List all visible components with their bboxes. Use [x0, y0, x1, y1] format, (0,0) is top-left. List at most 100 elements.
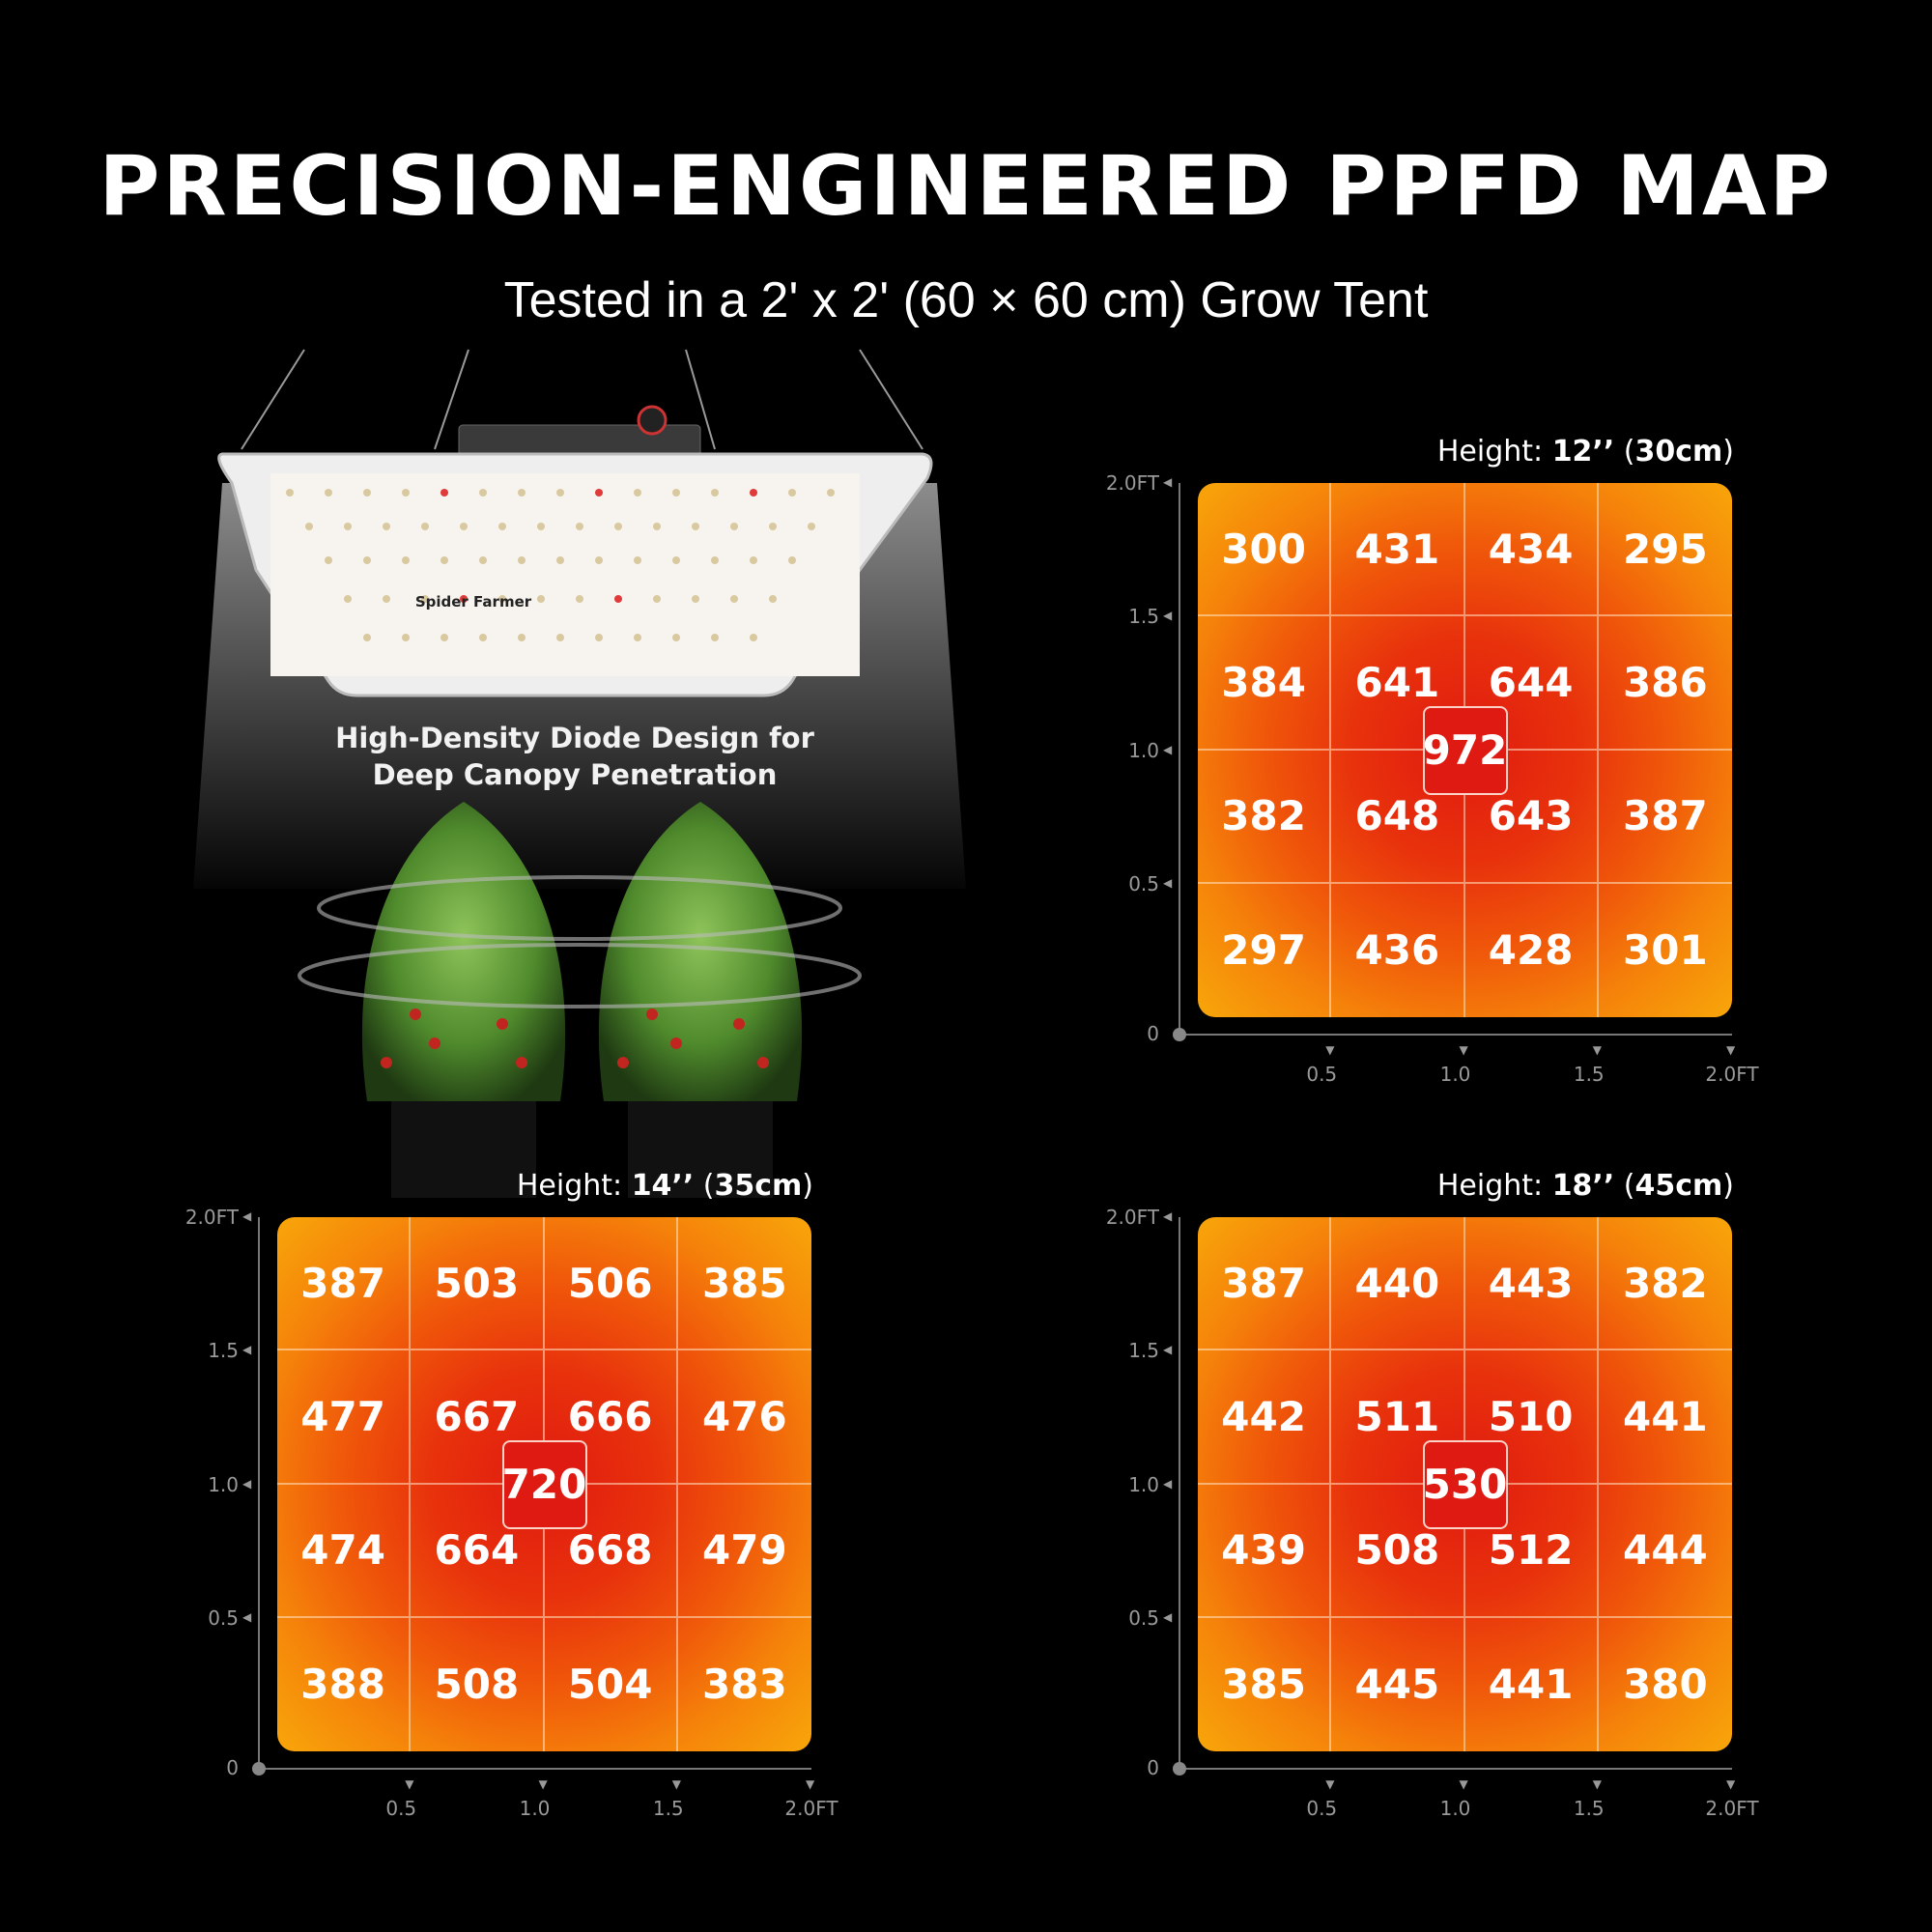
x-tick-label: 1.0 — [519, 1797, 551, 1820]
y-tick-label: 0.5 — [208, 1605, 239, 1630]
heatmap-cell: 444 — [1598, 1485, 1732, 1618]
y-tick-arrow-icon: ◀ — [1163, 1609, 1173, 1624]
x-tick-arrow-icon: ▼ — [1592, 1043, 1602, 1057]
x-tick-arrow-icon: ▼ — [538, 1777, 548, 1791]
axis-origin-dot — [1173, 1762, 1186, 1776]
x-axis-line — [258, 1768, 811, 1770]
heatmap-cell: 431 — [1331, 483, 1465, 617]
y-tick-arrow-icon: ◀ — [242, 1609, 252, 1624]
heatmap-cell: 382 — [1598, 1217, 1732, 1351]
heatmap-cell: 434 — [1464, 483, 1599, 617]
height-label: Height: 18’’ (45cm) — [1437, 1169, 1734, 1203]
heatmap-cell: 385 — [677, 1217, 811, 1351]
x-tick-label: 2.0FT — [784, 1797, 838, 1820]
heatmap-cell: 508 — [1331, 1484, 1465, 1618]
heatmap-cell: 511 — [1331, 1350, 1465, 1485]
y-tick-arrow-icon: ◀ — [1163, 475, 1173, 489]
heatmap-cell: 441 — [1598, 1350, 1732, 1485]
x-tick-arrow-icon: ▼ — [671, 1777, 681, 1791]
height-label-prefix: Height: — [1436, 435, 1552, 469]
y-tick-label: 0 — [1147, 1756, 1159, 1779]
y-tick-label: 1.0 — [1128, 738, 1159, 762]
heatmap-cell: 506 — [544, 1217, 678, 1351]
x-tick-label: 1.0 — [1439, 1063, 1471, 1086]
x-tick-arrow-icon: ▼ — [1459, 1043, 1468, 1057]
x-tick-label: 1.5 — [652, 1797, 684, 1820]
ppfd-map-12in: Height: 12’’ (30cm) 0 0.5 ◀ 1.0 ◀ 1.5 ◀ 2.0FT ◀ ▼ 0… — [966, 435, 1759, 1130]
x-axis-line — [1179, 1034, 1732, 1036]
heatmap-cell: 666 — [544, 1350, 678, 1485]
heatmap-cell: 504 — [545, 1617, 678, 1751]
x-tick-arrow-icon: ▼ — [1726, 1777, 1736, 1791]
heatmap-cell: 664 — [411, 1484, 545, 1618]
height-label-open: ( — [1614, 1169, 1635, 1203]
y-tick-label: 0 — [226, 1756, 239, 1779]
led-diodes — [286, 489, 835, 641]
heatmap-cell: 648 — [1331, 750, 1465, 884]
heatmap-cell: 384 — [1198, 616, 1332, 751]
y-tick-label: 1.5 — [208, 1339, 239, 1363]
y-tick-label: 1.5 — [1128, 605, 1159, 629]
x-tick-arrow-icon: ▼ — [405, 1777, 414, 1791]
x-tick-label: 1.5 — [1573, 1797, 1605, 1820]
height-label: Height: 14’’ (35cm) — [517, 1169, 813, 1203]
heatmap-grid: 300 431 434 295 384 641 644 386 382 648 643 387 297 4… — [1198, 483, 1732, 1017]
page-title: PRECISION-ENGINEERED PPFD MAP — [99, 138, 1833, 235]
height-label: Height: 12’’ (30cm) — [1437, 435, 1734, 469]
height-label-cm: 30cm — [1634, 435, 1723, 469]
x-tick-arrow-icon: ▼ — [1325, 1043, 1335, 1057]
x-tick-label: 2.0FT — [1705, 1063, 1759, 1086]
height-label-prefix: Height: — [516, 1169, 632, 1203]
x-tick-label: 2.0FT — [1705, 1797, 1759, 1820]
ppfd-map-14in: Height: 14’’ (35cm) 0 0.5 ◀ 1.0 ◀ 1.5 ◀ 2.0FT ◀ ▼ 0… — [45, 1169, 838, 1864]
height-label-open: ( — [1614, 435, 1635, 469]
height-label-open: ( — [694, 1169, 715, 1203]
y-tick-arrow-icon: ◀ — [242, 1343, 252, 1357]
y-tick-arrow-icon: ◀ — [1163, 609, 1173, 623]
heatmap-cell: 668 — [544, 1484, 678, 1618]
heatmap-cell: 297 — [1198, 883, 1332, 1017]
heatmap-cell: 436 — [1331, 883, 1465, 1017]
heatmap-cell: 443 — [1464, 1217, 1599, 1351]
heatmap-cell: 445 — [1331, 1617, 1465, 1751]
heatmap-cell: 300 — [1198, 483, 1332, 617]
y-tick-label: 1.5 — [1128, 1339, 1159, 1363]
y-tick-label: 0.5 — [1128, 1605, 1159, 1630]
heatmap-cell: 510 — [1464, 1350, 1599, 1485]
y-tick-label: 2.0FT — [185, 1206, 239, 1229]
heatmap-cell: 441 — [1465, 1617, 1599, 1751]
heatmap-cell: 439 — [1198, 1484, 1332, 1618]
y-tick-arrow-icon: ◀ — [1163, 742, 1173, 756]
height-label-close: ) — [1722, 1169, 1734, 1203]
height-label-close: ) — [802, 1169, 813, 1203]
heatmap-cell: 295 — [1598, 483, 1732, 617]
height-label-inches: 18’’ — [1551, 1169, 1615, 1203]
x-tick-arrow-icon: ▼ — [1726, 1043, 1736, 1057]
y-tick-arrow-icon: ◀ — [242, 1476, 252, 1491]
brand-logo: Spider Farmer — [415, 593, 532, 611]
height-label-inches: 12’’ — [1551, 435, 1615, 469]
y-tick-label: 0 — [1147, 1022, 1159, 1045]
caption-line-1: High-Density Diode Design for — [335, 722, 814, 754]
heatmap-cell: 503 — [411, 1217, 545, 1351]
heatmap-cell: 641 — [1331, 616, 1465, 751]
x-tick-arrow-icon: ▼ — [806, 1777, 815, 1791]
center-ppfd-value: 972 — [1422, 705, 1508, 795]
x-axis-line — [1179, 1768, 1732, 1770]
y-tick-arrow-icon: ◀ — [242, 1209, 252, 1223]
heatmap-cell: 479 — [677, 1485, 811, 1618]
heatmap-cell: 387 — [277, 1217, 412, 1351]
y-tick-arrow-icon: ◀ — [1163, 1209, 1173, 1223]
x-tick-arrow-icon: ▼ — [1592, 1777, 1602, 1791]
x-tick-arrow-icon: ▼ — [1459, 1777, 1468, 1791]
height-label-prefix: Height: — [1436, 1169, 1552, 1203]
heatmap-cell: 474 — [277, 1484, 412, 1618]
heatmap-cell: 387 — [1198, 1217, 1332, 1351]
y-tick-arrow-icon: ◀ — [1163, 875, 1173, 890]
heatmap-cell: 440 — [1331, 1217, 1465, 1351]
heatmap-grid: 387 440 443 382 442 511 510 441 439 508 512 444 385 4… — [1198, 1217, 1732, 1751]
heatmap-cell: 476 — [677, 1350, 811, 1485]
grow-light-illustration: Spider Farmer — [193, 349, 966, 1198]
heatmap-cell: 388 — [277, 1617, 412, 1751]
x-tick-label: 0.5 — [1306, 1797, 1338, 1820]
